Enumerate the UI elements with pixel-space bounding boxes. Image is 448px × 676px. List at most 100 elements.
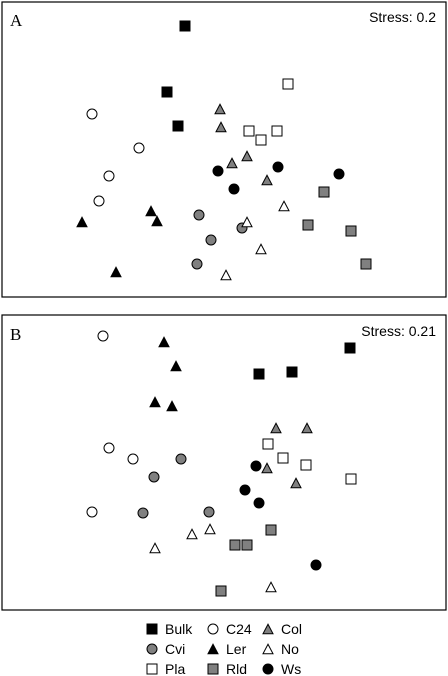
legend-marker-pla: [146, 663, 158, 675]
panel-b-point-cvi-4: [203, 506, 215, 518]
panel-a-point-ler-2: [145, 205, 157, 217]
panel-b-point-ler-2: [170, 360, 182, 372]
legend-label-cvi: Cvi: [165, 641, 185, 657]
panel-a-point-no-2: [241, 216, 253, 228]
panel-a-point-ler-1: [76, 216, 88, 228]
panel-a-point-col-1: [214, 103, 226, 115]
legend-label-no: No: [281, 641, 299, 657]
legend-label-ws: Ws: [281, 661, 301, 676]
panel-a-point-pla-2: [243, 125, 255, 137]
panel-a-point-ws-1: [212, 165, 224, 177]
panel-b-point-c24-2: [103, 442, 115, 454]
panel-b-point-c24-1: [97, 330, 109, 342]
panel-a-point-ws-2: [272, 161, 284, 173]
panel-a-point-ler-4: [110, 266, 122, 278]
panel-b-point-pla-4: [345, 473, 357, 485]
panel-b-point-pla-2: [277, 452, 289, 464]
panel-b-point-rld-4: [215, 585, 227, 597]
panel-a-point-cvi-4: [191, 258, 203, 270]
panel-b-point-col-3: [261, 462, 273, 474]
panel-a-point-ler-3: [151, 215, 163, 227]
legend-marker-col: [262, 623, 274, 635]
panel-b-label: B: [10, 325, 21, 344]
panel-b-point-cvi-2: [148, 471, 160, 483]
panel-a-point-no-4: [220, 269, 232, 281]
panel-a-point-pla-4: [255, 134, 267, 146]
panel-b-point-pla-1: [262, 438, 274, 450]
panel-a-point-col-4: [226, 157, 238, 169]
legend-marker-cvi: [146, 643, 158, 655]
panel-b-point-cvi-3: [137, 507, 149, 519]
panel-a-point-c24-3: [103, 170, 115, 182]
panel-a-point-no-1: [278, 200, 290, 212]
panel-a-point-ws-4: [228, 183, 240, 195]
legend-marker-c24: [207, 623, 219, 635]
panel-b: B Stress: 0.21: [1, 314, 447, 611]
panel-a-point-rld-1: [318, 186, 330, 198]
panel-b-point-ler-3: [149, 396, 161, 408]
panel-b-point-cvi-1: [175, 453, 187, 465]
panel-a-point-c24-2: [133, 142, 145, 154]
panel-a-point-rld-3: [345, 225, 357, 237]
panel-a: A Stress: 0.2: [1, 1, 447, 298]
panel-b-point-ws-2: [239, 484, 251, 496]
panel-a-point-c24-4: [93, 195, 105, 207]
legend-marker-no: [262, 643, 274, 655]
legend-label-col: Col: [281, 621, 302, 637]
legend-label-pla: Pla: [165, 661, 185, 676]
panel-b-point-col-2: [301, 422, 313, 434]
panel-a-stress: Stress: 0.2: [369, 9, 436, 25]
panel-b-point-no-1: [204, 523, 216, 535]
panel-a-point-col-2: [215, 121, 227, 133]
panel-b-point-rld-2: [229, 539, 241, 551]
panel-b-point-ws-3: [253, 497, 265, 509]
legend: Bulk C24 Col Cvi Ler No Pla Rld Ws: [146, 621, 302, 676]
legend-marker-bulk: [146, 623, 158, 635]
legend-label-c24: C24: [226, 621, 252, 637]
panel-a-point-c24-1: [86, 108, 98, 120]
panel-a-point-cvi-1: [193, 209, 205, 221]
legend-label-bulk: Bulk: [165, 621, 193, 637]
panel-a-point-col-3: [241, 150, 253, 162]
panel-b-frame: [1, 314, 447, 611]
panel-a-point-pla-1: [282, 78, 294, 90]
panel-a-point-rld-2: [302, 219, 314, 231]
panel-b-stress: Stress: 0.21: [361, 323, 436, 339]
panel-a-points: [76, 20, 372, 281]
panel-b-point-bulk-2: [286, 366, 298, 378]
panel-a-point-bulk-2: [161, 86, 173, 98]
panel-a-point-cvi-3: [205, 234, 217, 246]
panel-b-point-c24-4: [86, 506, 98, 518]
legend-marker-ws: [262, 663, 274, 675]
panel-a-point-pla-3: [271, 125, 283, 137]
panel-b-point-col-4: [290, 477, 302, 489]
panel-b-point-bulk-3: [253, 368, 265, 380]
panel-b-point-ler-1: [158, 336, 170, 348]
panel-b-points: [86, 330, 357, 597]
panel-b-point-ws-4: [310, 559, 322, 571]
panel-b-point-col-1: [270, 422, 282, 434]
legend-label-rld: Rld: [226, 661, 247, 676]
legend-marker-rld: [207, 663, 219, 675]
panel-b-point-rld-3: [241, 539, 253, 551]
panel-b-point-no-2: [186, 528, 198, 540]
panel-a-point-bulk-1: [179, 20, 191, 32]
panel-a-point-no-3: [255, 243, 267, 255]
legend-label-ler: Ler: [226, 641, 247, 657]
panel-b-point-no-4: [265, 581, 277, 593]
panel-a-point-rld-4: [360, 258, 372, 270]
panel-a-point-col-5: [261, 174, 273, 186]
panel-b-point-rld-1: [265, 524, 277, 536]
panel-a-point-ws-3: [333, 168, 345, 180]
panel-b-point-no-3: [149, 542, 161, 554]
panel-a-point-bulk-3: [172, 120, 184, 132]
panel-a-frame: [1, 1, 447, 298]
legend-marker-ler: [207, 643, 219, 655]
panel-b-point-c24-3: [127, 453, 139, 465]
panel-b-point-ws-1: [250, 460, 262, 472]
panel-a-label: A: [10, 11, 23, 30]
panel-b-point-pla-3: [300, 459, 312, 471]
panel-b-point-ler-4: [166, 400, 178, 412]
panel-b-point-bulk-1: [344, 342, 356, 354]
